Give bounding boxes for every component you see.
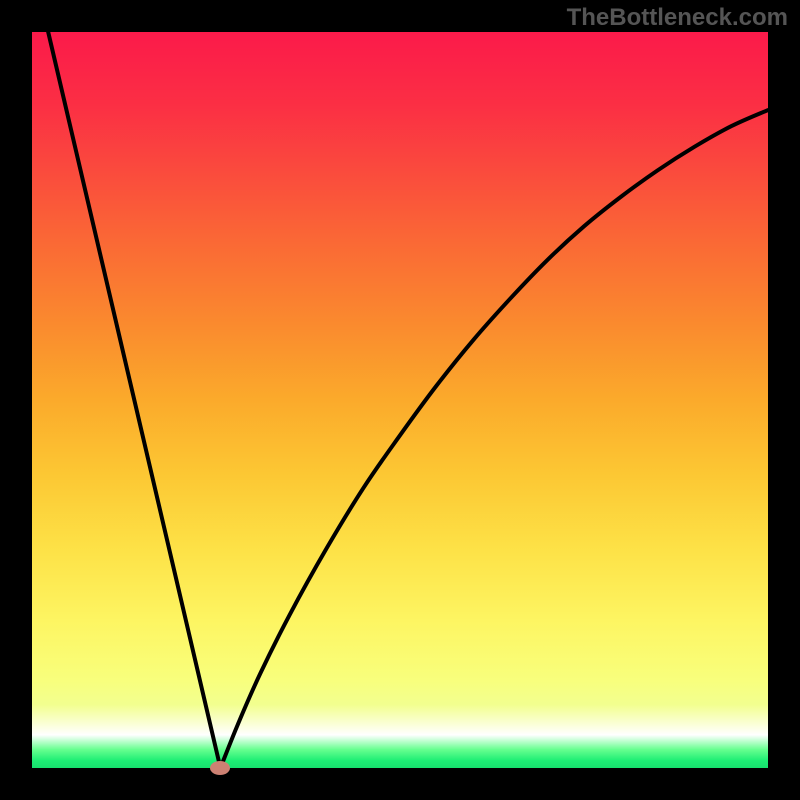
chart-frame: TheBottleneck.com bbox=[0, 0, 800, 800]
watermark-text: TheBottleneck.com bbox=[567, 4, 788, 32]
bottleneck-curve bbox=[0, 0, 800, 800]
